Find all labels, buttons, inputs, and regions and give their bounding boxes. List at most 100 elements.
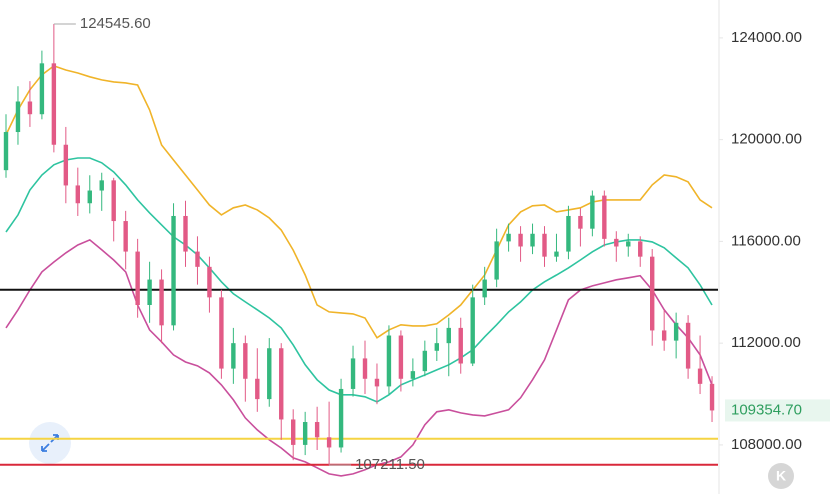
candle (386, 325, 392, 395)
candle-body (362, 358, 368, 379)
candle (15, 86, 21, 145)
candle (87, 175, 92, 214)
candle (362, 340, 368, 395)
y-tick-label: 116000.00 (731, 232, 801, 249)
candle (650, 249, 655, 346)
candle (207, 256, 212, 313)
candle (590, 190, 595, 237)
candle-body (614, 238, 619, 247)
candle-body (386, 335, 392, 387)
candle-body (147, 279, 152, 305)
candle (398, 330, 404, 392)
candle (434, 327, 439, 361)
candle (350, 345, 356, 397)
candle-body (578, 215, 583, 229)
candle-body (279, 348, 284, 420)
candle (219, 289, 224, 379)
candle (39, 50, 45, 120)
candle-body (506, 233, 511, 242)
candle (554, 233, 559, 262)
candle-body (590, 195, 595, 229)
candle (685, 315, 691, 379)
candle (27, 81, 33, 127)
candle (326, 401, 332, 465)
candle (494, 228, 499, 288)
candle (422, 340, 428, 377)
candle-body (27, 101, 33, 115)
candle (51, 24, 57, 153)
candle-body (458, 327, 463, 364)
candle-body (291, 419, 296, 445)
candle-body (434, 343, 439, 351)
candle-body (219, 297, 224, 369)
candle (75, 167, 80, 216)
candle-body (638, 241, 643, 257)
candle (231, 327, 236, 384)
y-tick-label: 120000.00 (731, 131, 802, 148)
candle (195, 236, 200, 285)
candle-body (338, 388, 344, 448)
candle (183, 200, 188, 267)
candle-body (650, 256, 655, 331)
candle-body (494, 241, 499, 280)
candle (147, 261, 152, 323)
candle-body (39, 63, 45, 115)
candle (243, 335, 248, 402)
candle (566, 205, 571, 260)
candle (697, 335, 703, 395)
candle-body (626, 241, 631, 247)
candle-body (673, 322, 679, 341)
candle-body (243, 343, 248, 379)
candle-body (518, 233, 523, 247)
candle-body (75, 185, 80, 204)
candle-body (350, 358, 356, 389)
candle-body (87, 190, 92, 204)
candle (446, 317, 451, 377)
candle-body (470, 297, 475, 364)
candle (470, 284, 475, 367)
candle (123, 210, 128, 270)
candle-body (123, 221, 128, 252)
expand-circle (29, 422, 71, 464)
candle (291, 409, 296, 461)
candle (171, 203, 176, 331)
candle (518, 226, 523, 262)
candle (661, 310, 667, 351)
candle (255, 348, 260, 412)
band-line (5, 238, 713, 477)
candle (638, 236, 643, 267)
last-price-label: 109354.70 (731, 401, 802, 418)
k-button[interactable]: K (768, 463, 794, 489)
candle (314, 406, 320, 450)
candle (135, 238, 140, 318)
candle-body (482, 279, 487, 298)
candle (374, 363, 380, 405)
candle-body (3, 132, 9, 171)
candle-body (51, 63, 57, 145)
candle (63, 126, 69, 204)
candle (530, 223, 535, 255)
k-circle (768, 463, 794, 489)
candle (673, 312, 679, 359)
candle-body (314, 422, 320, 438)
candle (159, 269, 164, 344)
candle-body (207, 266, 212, 298)
candle-body (135, 251, 140, 305)
k-label: K (776, 468, 786, 484)
candle-body (542, 233, 547, 257)
candle-body (530, 233, 535, 247)
candle (458, 317, 463, 374)
candle (111, 177, 116, 242)
candle (482, 266, 487, 305)
expand-button[interactable] (29, 422, 71, 464)
candle-body (231, 343, 236, 369)
candle-body (183, 215, 188, 252)
candle-body (697, 368, 703, 384)
candle (614, 231, 619, 262)
candle-body (267, 348, 272, 400)
candle-body (566, 215, 571, 252)
candle (99, 172, 104, 211)
candle-body (255, 378, 260, 400)
candle-body (554, 251, 559, 257)
